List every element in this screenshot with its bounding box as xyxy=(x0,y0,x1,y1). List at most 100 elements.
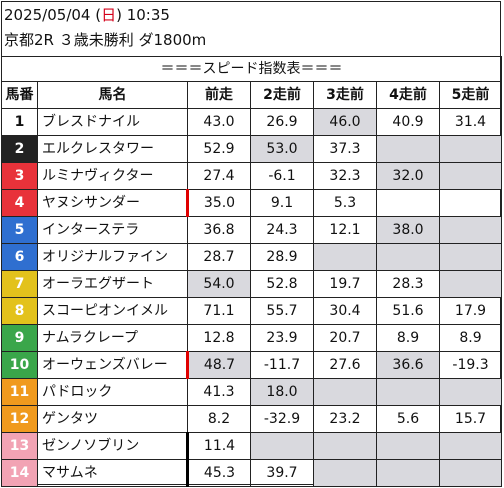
speed-index-cell: 15.7 xyxy=(438,405,503,433)
speed-index-cell: 18.0 xyxy=(250,378,314,406)
speed-index-cell xyxy=(313,432,377,460)
table-row: 11 パドロック 41.3 18.0 xyxy=(1,378,503,406)
speed-index-cell: 28.7 xyxy=(187,243,251,271)
speed-index-cell: 11.4 xyxy=(187,432,251,460)
race-info: 京都2R ３歳未勝利 ダ1800m xyxy=(4,31,207,49)
horse-name: ルミナヴィクター xyxy=(37,162,188,190)
column-header: 4走前 xyxy=(376,81,440,109)
speed-index-cell: 43.0 xyxy=(187,108,251,136)
column-header-row: 馬番 馬名 前走 2走前 3走前 4走前 5走前 xyxy=(1,81,503,109)
speed-index-cell: 24.3 xyxy=(250,216,314,244)
column-header: 馬名 xyxy=(37,81,188,109)
table-row: 8 スコーピオンイメル 71.1 55.7 30.4 51.6 17.9 xyxy=(1,297,503,325)
speed-index-cell: 37.3 xyxy=(313,135,377,163)
speed-index-cell: 40.9 xyxy=(376,108,440,136)
table-row: 2 エルクレスタワー 52.9 53.0 37.3 xyxy=(1,135,503,163)
date-prefix: 2025/05/04 ( xyxy=(4,6,102,24)
speed-index-cell xyxy=(376,189,440,217)
speed-index-cell: -6.1 xyxy=(250,162,314,190)
speed-index-cell xyxy=(313,459,377,487)
speed-index-cell: -11.7 xyxy=(250,351,314,379)
speed-index-cell xyxy=(376,459,440,487)
horse-number: 13 xyxy=(1,432,38,460)
speed-index-cell: 46.0 xyxy=(313,108,377,136)
horse-number: 1 xyxy=(1,108,38,136)
horse-number: 2 xyxy=(1,135,38,163)
horse-name: エルクレスタワー xyxy=(37,135,188,163)
horse-name: オーラエグザート xyxy=(37,270,188,298)
speed-index-cell: 35.0 xyxy=(187,189,251,217)
horse-number: 12 xyxy=(1,405,38,433)
speed-index-cell: 23.2 xyxy=(313,405,377,433)
speed-index-cell: 52.9 xyxy=(187,135,251,163)
horse-name: ブレスドナイル xyxy=(37,108,188,136)
column-header: 前走 xyxy=(187,81,251,109)
speed-index-cell: 28.3 xyxy=(376,270,440,298)
table-title: ＝＝＝スピード指数表＝＝＝ xyxy=(0,56,503,82)
weekday-label: 日 xyxy=(101,6,117,24)
horse-name: ゲンタツ xyxy=(37,405,188,433)
speed-index-cell: 28.9 xyxy=(250,243,314,271)
speed-index-cell xyxy=(376,432,440,460)
speed-index-cell: 8.9 xyxy=(376,324,440,352)
table-row: 5 インターステラ 36.8 24.3 12.1 38.0 xyxy=(1,216,503,244)
table-row: 14 マサムネ 45.3 39.7 xyxy=(1,459,503,487)
date-suffix: ) 10:35 xyxy=(116,6,170,24)
horse-number: 10 xyxy=(1,351,38,379)
race-datetime: 2025/05/04 (日) 10:35 xyxy=(4,6,170,24)
column-header: 5走前 xyxy=(438,81,503,109)
speed-index-cell: 8.2 xyxy=(187,405,251,433)
speed-index-cell: 27.6 xyxy=(313,351,377,379)
horse-name: マサムネ xyxy=(37,459,189,487)
speed-index-cell xyxy=(313,243,377,271)
table-row: 12 ゲンタツ 8.2 -32.9 23.2 5.6 15.7 xyxy=(1,405,503,433)
speed-index-cell: 23.9 xyxy=(250,324,314,352)
speed-index-cell xyxy=(438,378,503,406)
speed-index-cell xyxy=(438,270,503,298)
speed-index-cell: 45.3 xyxy=(187,459,251,487)
table-row: 1 ブレスドナイル 43.0 26.9 46.0 40.9 31.4 xyxy=(1,108,503,136)
horse-number: 3 xyxy=(1,162,38,190)
speed-index-cell: 20.7 xyxy=(313,324,377,352)
speed-index-table: ＝＝＝スピード指数表＝＝＝ 馬番 馬名 前走 2走前 3走前 4走前 5走前 1… xyxy=(0,56,503,487)
speed-index-cell: 53.0 xyxy=(250,135,314,163)
horse-number: 9 xyxy=(1,324,38,352)
speed-index-cell: 27.4 xyxy=(187,162,251,190)
speed-index-cell: 51.6 xyxy=(376,297,440,325)
speed-index-cell: 41.3 xyxy=(187,378,251,406)
speed-index-cell: 39.7 xyxy=(250,459,314,487)
horse-name: ヤヌシサンダー xyxy=(37,189,189,217)
speed-index-cell: 55.7 xyxy=(250,297,314,325)
speed-index-cell: -19.3 xyxy=(438,351,503,379)
speed-index-cell: -32.9 xyxy=(250,405,314,433)
speed-index-cell: 36.6 xyxy=(376,351,440,379)
horse-number: 14 xyxy=(1,459,38,487)
horse-number: 8 xyxy=(1,297,38,325)
table-title-row: ＝＝＝スピード指数表＝＝＝ xyxy=(0,56,503,82)
speed-index-cell: 8.9 xyxy=(438,324,503,352)
speed-index-cell: 17.9 xyxy=(438,297,503,325)
horse-number: 5 xyxy=(1,216,38,244)
speed-index-cell: 5.3 xyxy=(313,189,377,217)
speed-index-cell: 54.0 xyxy=(187,270,251,298)
horse-name: ナムラクレープ xyxy=(37,324,188,352)
speed-index-cell: 19.7 xyxy=(313,270,377,298)
horse-name: インターステラ xyxy=(37,216,188,244)
speed-index-cell xyxy=(438,162,503,190)
horse-number: 11 xyxy=(1,378,38,406)
speed-index-cell xyxy=(376,135,440,163)
horse-number: 7 xyxy=(1,270,38,298)
table-row: 13 ゼンノソブリン 11.4 xyxy=(1,432,503,460)
speed-index-cell: 31.4 xyxy=(438,108,503,136)
table-row: 6 オリジナルファイン 28.7 28.9 xyxy=(1,243,503,271)
speed-index-cell xyxy=(376,243,440,271)
table-row: 10 オーウェンズバレー 48.7 -11.7 27.6 36.6 -19.3 xyxy=(1,351,503,379)
horse-number: 6 xyxy=(1,243,38,271)
speed-index-cell xyxy=(438,216,503,244)
speed-index-cell: 12.8 xyxy=(187,324,251,352)
horse-name: オーウェンズバレー xyxy=(37,351,189,379)
speed-index-cell xyxy=(438,243,503,271)
speed-index-cell xyxy=(438,432,503,460)
speed-index-cell: 9.1 xyxy=(250,189,314,217)
column-header: 3走前 xyxy=(313,81,377,109)
